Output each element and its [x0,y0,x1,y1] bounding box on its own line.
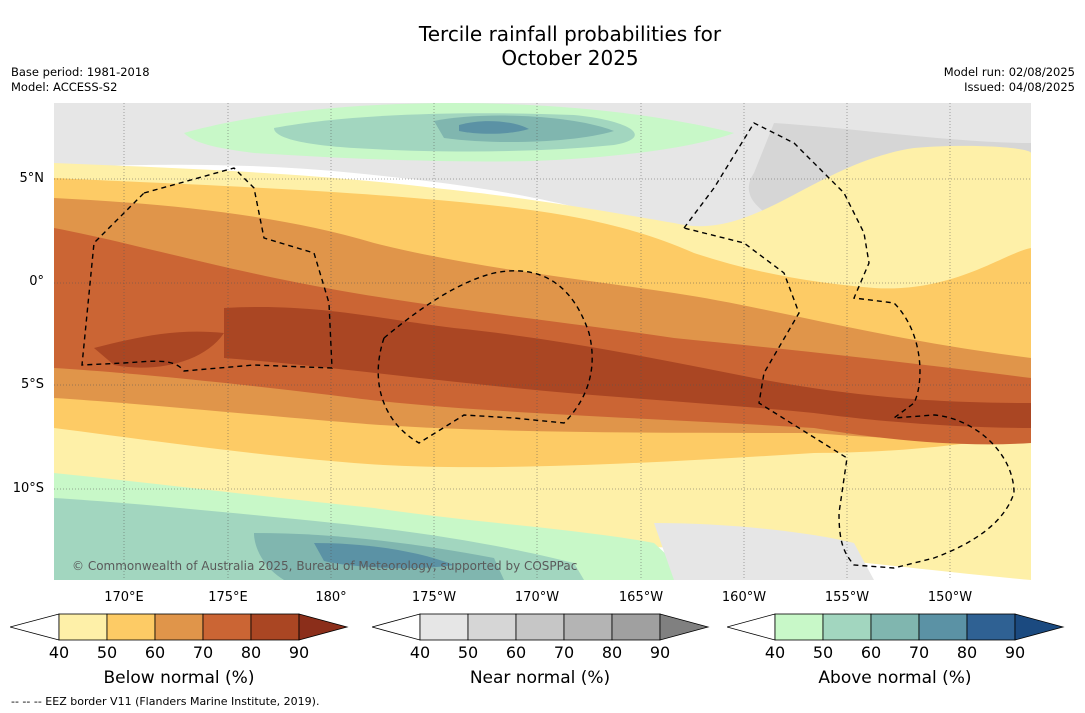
lon-label-175w: 175°W [411,590,457,605]
above-normal-south-max [314,543,454,569]
colorbar-below-tick: 80 [240,643,262,662]
colorbar-above-label: Above normal (%) [818,668,972,688]
above-normal-north-max [459,121,529,134]
colorbar-below-label: Below normal (%) [103,668,255,688]
colorbar-near-tick: 70 [553,643,575,662]
colorbar-near-swatch [563,613,613,641]
lon-label-170e: 170°E [104,590,144,605]
colorbar-below-low-extend [10,613,60,641]
issued-text: Issued: 04/08/2025 [964,80,1075,94]
colorbar-above-swatch [870,613,920,641]
lon-label-165w: 165°W [618,590,664,605]
colorbar-above-low-extend [727,613,776,641]
model-text: Model: ACCESS-S2 [11,80,118,94]
colorbar-below-swatch [250,613,300,641]
lon-label-160w: 160°W [721,590,767,605]
lon-label-175e: 175°E [208,590,248,605]
colorbar-above-tick: 70 [908,643,930,662]
near-normal-south-region [654,523,874,580]
colorbar-near-tick: 50 [457,643,479,662]
colorbar-near-tick: 80 [601,643,623,662]
copyright-text: © Commonwealth of Australia 2025, Bureau… [72,559,577,573]
base-period-text: Base period: 1981-2018 [11,65,150,79]
colorbar-near-swatch [515,613,565,641]
lat-label-5n: 5°N [19,171,45,186]
eez-footer-note: -- -- -- EEZ border V11 (Flanders Marine… [11,695,320,708]
colorbar-near-tick: 60 [505,643,527,662]
tercile-rainfall-map: © Commonwealth of Australia 2025, Bureau… [54,103,1031,580]
colorbar-above-swatch [774,613,824,641]
model-run-text: Model run: 02/08/2025 [943,65,1075,79]
colorbar-above-swatch [966,613,1016,641]
colorbar-above-high-extend [1014,613,1065,641]
colorbar-near-tick: 90 [649,643,671,662]
colorbar-below-normal [10,613,349,641]
colorbar-near-swatch [467,613,517,641]
chart-title-line2: October 2025 [501,46,639,70]
colorbar-below-tick: 60 [144,643,166,662]
colorbar-above-normal [727,613,1065,641]
lon-label-150w: 150°W [927,590,973,605]
colorbar-above-tick: 40 [764,643,786,662]
colorbar-near-swatch [419,613,469,641]
lon-label-155w: 155°W [824,590,870,605]
lon-label-180: 180° [315,590,347,605]
colorbar-near-swatch [611,613,661,641]
below-normal-80-region [224,307,1031,428]
colorbar-above-swatch [918,613,968,641]
colorbar-below-swatch [106,613,156,641]
colorbar-near-high-extend [659,613,710,641]
lon-label-170w: 170°W [514,590,560,605]
colorbar-above-tick: 90 [1004,643,1026,662]
colorbar-below-tick: 50 [96,643,118,662]
colorbar-above-swatch [822,613,872,641]
colorbar-below-swatch [58,613,108,641]
colorbar-below-swatch [202,613,252,641]
eez-borders [81,122,1015,569]
colorbar-above-tick: 80 [956,643,978,662]
colorbar-below-tick: 40 [48,643,70,662]
colorbar-below-high-extend [298,613,349,641]
chart-title-line1: Tercile rainfall probabilities for [418,22,722,46]
below-normal-80-west [94,331,224,368]
colorbar-above-tick: 50 [812,643,834,662]
lat-label-5s: 5°S [20,377,44,392]
colorbar-near-label: Near normal (%) [469,668,611,688]
colorbar-below-swatch [154,613,204,641]
lat-label-10s: 10°S [12,481,44,496]
colorbar-above-tick: 60 [860,643,882,662]
colorbar-below-tick: 70 [192,643,214,662]
lat-label-eq: 0° [29,274,44,289]
colorbar-near-normal [372,613,710,641]
colorbar-near-low-extend [372,613,421,641]
graticule [54,103,1031,580]
colorbar-below-tick: 90 [288,643,310,662]
colorbar-near-tick: 40 [409,643,431,662]
